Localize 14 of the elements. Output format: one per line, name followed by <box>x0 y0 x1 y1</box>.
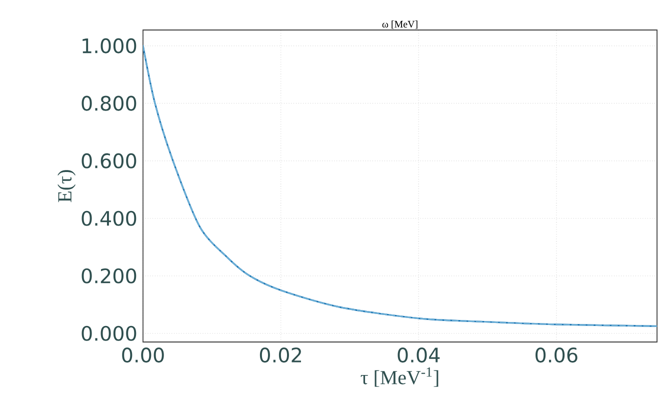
x-tick-label: 0.02 <box>260 348 301 363</box>
x-tick-label: 0.00 <box>122 348 164 363</box>
x2-axis-title: ω [MeV] <box>382 20 418 29</box>
y-tick-label: 0.800 <box>82 96 136 111</box>
y-tick-label: 0.400 <box>82 210 136 226</box>
y-axis-title: E(τ) <box>58 170 76 202</box>
y-tick-label: 0.000 <box>82 326 136 341</box>
y-tick-label: 1.000 <box>82 38 136 54</box>
x-tick-label: 0.04 <box>398 348 440 363</box>
x-axis-title: τ [MeV$^{-1}$] <box>360 367 438 387</box>
line-series <box>143 45 658 327</box>
y-tick-label: 0.600 <box>82 153 136 168</box>
x-tick-label: 0.06 <box>536 348 578 363</box>
y-tick-label: 0.200 <box>82 268 136 284</box>
